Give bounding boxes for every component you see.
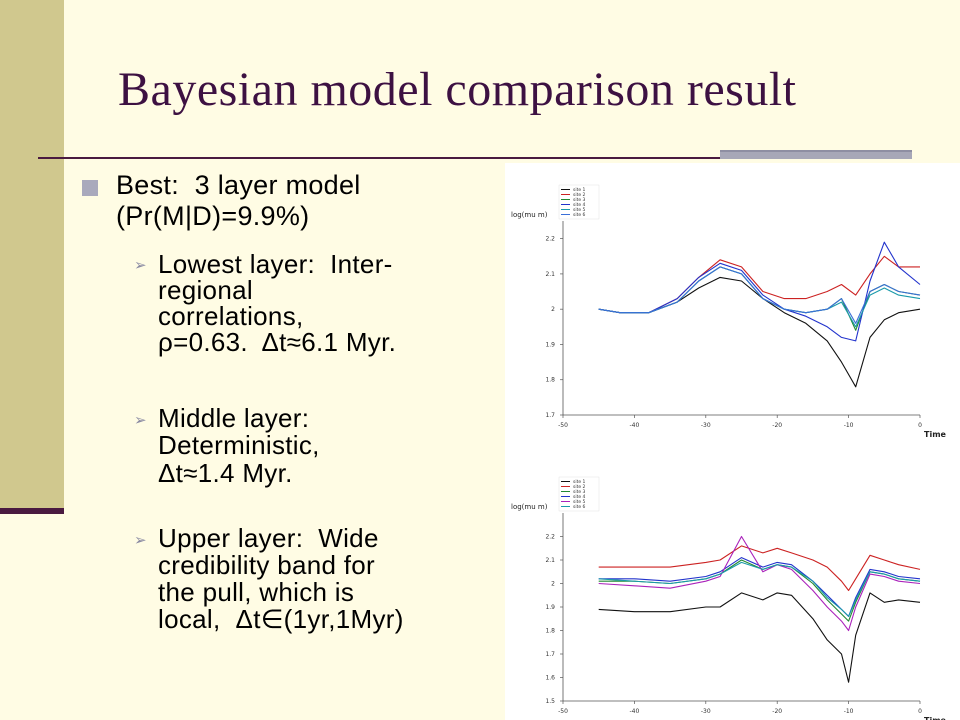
arrow-bullet-icon: ➢ [134, 256, 147, 274]
title-divider-accent [720, 150, 912, 159]
x-axis-label: Time [924, 430, 947, 439]
series-line-site-5 [598, 535, 921, 632]
y-axis-label: log(mu m) [511, 503, 548, 511]
arrow-bullet-icon: ➢ [134, 411, 147, 429]
x-tick-label: 0 [918, 422, 922, 429]
y-tick-label: 2.1 [545, 271, 555, 278]
chart-2: 2.2 2.1 2 1.9 1.8 1.7 1.6 1.5-50 -40 -30 -20 -10 0 lo… [511, 476, 947, 720]
y-tick-label: 2.1 [545, 557, 555, 564]
slide-title: Bayesian model comparison result [118, 63, 797, 116]
subbullet-line: Middle layer: [158, 403, 310, 433]
bullet-square-icon [82, 180, 98, 196]
title-divider [38, 157, 912, 159]
y-tick-label: 1.8 [545, 377, 555, 384]
x-tick-label: -10 [844, 708, 854, 715]
y-tick-label: 1.9 [545, 604, 555, 611]
legend-label: site 5 [573, 499, 586, 505]
legend-label: site 5 [573, 207, 586, 213]
legend-label: site 2 [573, 192, 586, 198]
x-axis-label: Time [924, 716, 947, 720]
legend-label: site 1 [573, 479, 586, 485]
x-tick-label: -30 [701, 708, 711, 715]
y-tick-label: 1.8 [545, 628, 555, 635]
x-tick-label: -20 [772, 708, 782, 715]
legend-label: site 3 [573, 197, 586, 203]
x-tick-label: -30 [701, 422, 711, 429]
bullet-line: Best: 3 layer model [116, 170, 361, 200]
arrow-bullet-icon: ➢ [134, 531, 147, 549]
subbullet-line: Upper layer: Wide [158, 523, 379, 553]
subbullet-line: Δt≈1.4 Myr. [158, 458, 293, 488]
series-line-site-1 [598, 592, 921, 683]
x-tick-label: -40 [629, 708, 639, 715]
legend-label: site 1 [573, 187, 586, 193]
subbullet-line: Lowest layer: Inter- [158, 249, 393, 279]
subbullet-line: ρ=0.63. Δt≈6.1 Myr. [158, 327, 397, 357]
series-line-site-4 [598, 557, 921, 617]
x-tick-label: -20 [772, 422, 782, 429]
charts-panel: 2.2 2.1 2 1.9 1.8 1.7 -50 -40 -30 -20 -10 0 log(mu m… [505, 163, 960, 720]
y-tick-label: 1.7 [545, 651, 555, 658]
y-tick-label: 2.2 [545, 534, 555, 541]
legend-box [558, 184, 600, 220]
y-tick-label: 1.5 [545, 698, 555, 705]
series-line-site-4 [598, 241, 921, 342]
x-tick-label: -40 [629, 422, 639, 429]
legend-label: site 6 [573, 212, 586, 218]
legend-box [558, 476, 600, 512]
subbullet-line: local, Δt∈(1yr,1Myr) [158, 604, 404, 634]
y-tick-label: 2 [551, 581, 555, 588]
subbullet-line: Deterministic, [158, 430, 320, 460]
title-divider-accent-line [720, 150, 912, 152]
left-accent-strip [0, 0, 64, 512]
y-tick-label: 2 [551, 306, 555, 313]
subbullet-line: the pull, which is [158, 577, 355, 607]
subbullet-line: regional [158, 275, 253, 305]
bullet-line: (Pr(M|D)=9.9%) [116, 201, 310, 231]
series-line-site-6 [598, 266, 921, 324]
x-tick-label: -10 [844, 422, 854, 429]
legend-label: site 4 [573, 202, 586, 208]
series-line-site-2 [598, 255, 920, 314]
legend-label: site 3 [573, 489, 586, 495]
subbullet-line: credibility band for [158, 550, 375, 580]
y-tick-label: 1.7 [545, 412, 555, 419]
subbullet-line: correlations, [158, 301, 304, 331]
legend-label: site 6 [573, 504, 586, 510]
y-axis-label: log(mu m) [511, 211, 548, 219]
series-line-site-2 [598, 545, 921, 592]
legend-label: site 2 [573, 484, 586, 490]
x-tick-label: -50 [558, 708, 568, 715]
y-tick-label: 1.9 [545, 341, 555, 348]
x-tick-label: 0 [918, 708, 922, 715]
y-tick-label: 2.2 [545, 236, 555, 243]
y-tick-label: 1.6 [545, 675, 555, 682]
legend-label: site 4 [573, 494, 586, 500]
x-tick-label: -50 [558, 422, 568, 429]
left-accent-underline [0, 508, 64, 514]
series-line-site-6 [598, 561, 921, 617]
chart-1: 2.2 2.1 2 1.9 1.8 1.7-50 -40 -30 -20 -10 0 log(mu m… [511, 184, 947, 439]
